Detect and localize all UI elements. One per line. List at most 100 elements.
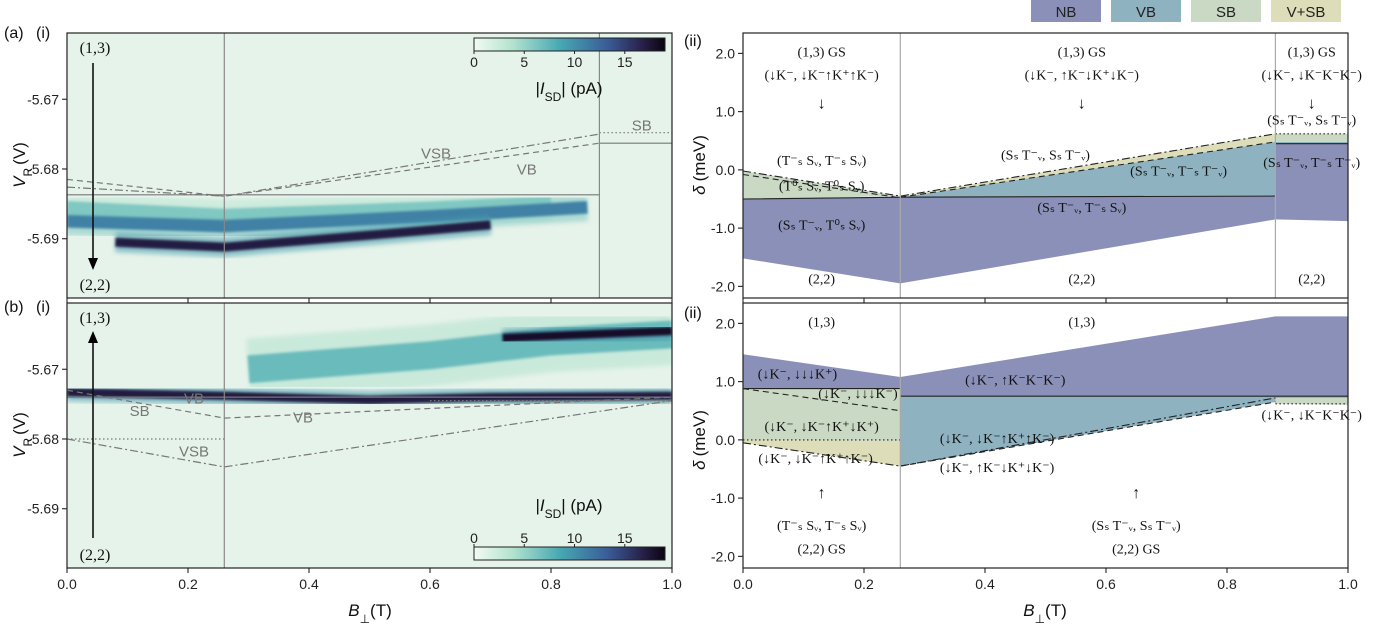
xlabel-left: B⊥(T) <box>348 601 392 625</box>
plot-content <box>742 133 1348 284</box>
legend-swatch-vb <box>1111 0 1181 22</box>
legend-label-vb: VB <box>1136 4 1156 21</box>
y-tick-label: -5.67 <box>27 91 59 107</box>
x-tick-label: 1.0 <box>1338 576 1358 592</box>
colorbar-label: |ISD| (pA) <box>535 79 602 104</box>
plot-content <box>67 303 672 468</box>
panel-a-ii-diagram: 2.0 1.0 0.0 -1.0 -2.0 (1,3) GS (↓K⁻, ↓K⁻↑K⁺↑K⁻… <box>711 32 1363 303</box>
legend-label-sb: SB <box>1216 4 1236 21</box>
guide-line-sb-dashed <box>67 389 672 419</box>
guide-line-vsb <box>67 133 600 197</box>
state-annotation-10: ↑ <box>818 485 826 502</box>
state-annotation-8: ↓ <box>1308 96 1316 113</box>
colorbar-label-part: | <box>535 79 539 98</box>
state-annotation-12: (Sₛ T⁻ᵥ, T⁰ₛ Sᵥ) <box>778 218 866 233</box>
ylabel-a-ii: δ(meV) <box>690 135 709 195</box>
panel-label-a-i: (i) <box>36 25 50 42</box>
line-label-vb: VB <box>184 390 204 407</box>
state-annotation-3: (1,3) GS <box>1058 45 1106 60</box>
line-label-vsb: VSB <box>179 443 209 460</box>
y-tick-label: -1.0 <box>711 490 735 506</box>
region-sb-top <box>1275 133 1348 142</box>
guide-line-sb-dashed <box>67 142 600 197</box>
panel-b-i-heatmap: -5.67 -5.68 -5.69 0.0 0.2 0.4 0.6 0.8 1.0 (1,3) (2… <box>27 302 682 592</box>
state-annotation-15: (2,2) GS <box>1112 542 1160 557</box>
state-annotation-4: (↓K⁻, ↑K⁻K⁻K⁻) <box>965 374 1066 389</box>
y-tick-label: -1.0 <box>711 220 735 236</box>
line-label-vb: VB <box>293 409 313 426</box>
colorbar-label: |ISD| (pA) <box>535 496 602 521</box>
legend-label-vsb: V+SB <box>1287 4 1326 21</box>
state-annotation-11: ↑ <box>1132 485 1140 502</box>
state-annotation-18: (2,2) <box>1068 272 1095 287</box>
plot-frame <box>66 32 673 299</box>
state-annotation-15: (Sₛ T⁻ᵥ, T⁻ₛ Sᵥ) <box>1037 201 1126 216</box>
state-annotation-0: (1,3) GS <box>798 45 846 60</box>
colorbar-label-part: | (pA) <box>561 496 602 515</box>
colorbar-tick-label: 10 <box>567 530 583 546</box>
plot-frame <box>742 302 1349 569</box>
colorbar-tick-label: 0 <box>470 530 478 546</box>
guide-line-vsb <box>67 400 672 468</box>
region-sb <box>743 388 901 441</box>
guide-line-3 <box>742 133 1276 197</box>
region-vsb <box>743 439 901 467</box>
state-annotation-9: (Sₛ T⁻ᵥ, Sₛ T⁻ᵥ) <box>1267 113 1356 128</box>
signal-trace-1 <box>67 201 588 233</box>
colorbar-tick-label: 0 <box>470 54 478 70</box>
guide-line-5 <box>900 401 1276 467</box>
state-annotation-4: (↓K⁻, ↑K⁻↓K⁺↓K⁻) <box>1025 69 1140 84</box>
panel-label-b-ii: (ii) <box>684 305 702 322</box>
x-tick-label: 0.8 <box>541 576 561 592</box>
state-annotation-11: (T⁰ₛ Sᵥ, T⁰ₛ Sᵥ) <box>779 179 865 194</box>
xlabel-right: B⊥(T) <box>1023 601 1067 625</box>
state-annotation-13: (2,2) GS <box>798 542 846 557</box>
state-annotation-6: (1,3) GS <box>1288 45 1336 60</box>
state-annotation-2: (↓K⁻, ↓↓↓K⁺) <box>758 368 838 383</box>
legend-label-nb: NB <box>1056 4 1077 21</box>
region-vb <box>900 141 1348 198</box>
line-label-sb: SB <box>130 403 150 420</box>
state-annotation-7: (↓K⁻, ↓K⁻K⁻K⁻) <box>1262 69 1363 84</box>
plot-frame <box>66 302 673 569</box>
guide-line-2 <box>900 141 1276 198</box>
panel-a-i-heatmap: -5.67 -5.68 -5.69 (1,3) (2,2) VSB VB SB 0 5 10 15 |I… <box>27 32 673 303</box>
x-tick-label: 0.0 <box>733 576 753 592</box>
legend-swatch-vsb <box>1271 0 1341 22</box>
colorbar-label-part: I <box>540 496 545 515</box>
region-nb <box>743 143 1348 284</box>
state-annotation-3: (↓K⁻, ↓↓↓K⁻) <box>818 387 898 402</box>
x-tick-label: 1.0 <box>662 576 682 592</box>
colorbar-tick-label: 5 <box>520 530 528 546</box>
state-label-top: (1,3) <box>80 310 111 327</box>
signal-trace-2 <box>502 326 672 343</box>
line-label-sb: SB <box>632 118 652 135</box>
state-annotation-19: (2,2) <box>1298 272 1325 287</box>
sweep-arrow-head <box>88 258 98 270</box>
x-tick-label: 0.2 <box>854 576 874 592</box>
ylabel-b-i: VR(V) <box>10 412 35 458</box>
state-annotation-13: (Sₛ T⁻ᵥ, Sₛ T⁻ᵥ) <box>1001 148 1090 163</box>
y-tick-label: 2.0 <box>716 315 736 331</box>
y-tick-label: -2.0 <box>711 278 735 294</box>
x-tick-label: 0.4 <box>299 576 319 592</box>
state-annotation-10: (T⁻ₛ Sᵥ, T⁻ₛ Sᵥ) <box>777 154 867 169</box>
y-tick-label: -5.67 <box>27 361 59 377</box>
x-tick-label: 0.6 <box>420 576 440 592</box>
guide-line-4 <box>742 173 901 199</box>
x-tick-label: 0.0 <box>57 576 77 592</box>
state-annotation-2: ↓ <box>818 96 826 113</box>
y-tick-label: -5.68 <box>27 161 59 177</box>
y-tick-label: 1.0 <box>716 374 736 390</box>
y-tick-label: 1.0 <box>716 104 736 120</box>
y-tick-label: -5.69 <box>27 501 59 517</box>
panel-label-a-ii: (ii) <box>684 33 702 50</box>
guide-line-4 <box>742 397 1276 467</box>
colorbar-tick-label: 15 <box>617 530 633 546</box>
state-annotation-1: (1,3) <box>1068 315 1095 330</box>
y-tick-label: 0.0 <box>716 162 736 178</box>
state-annotation-7: (↓K⁻, ↓K⁻↑K⁺↑K⁻) <box>940 432 1055 447</box>
colorbar <box>473 37 666 52</box>
state-annotation-8: (↓K⁻, ↑K⁻↓K⁺↓K⁻) <box>940 461 1055 476</box>
plot-content <box>67 132 672 258</box>
